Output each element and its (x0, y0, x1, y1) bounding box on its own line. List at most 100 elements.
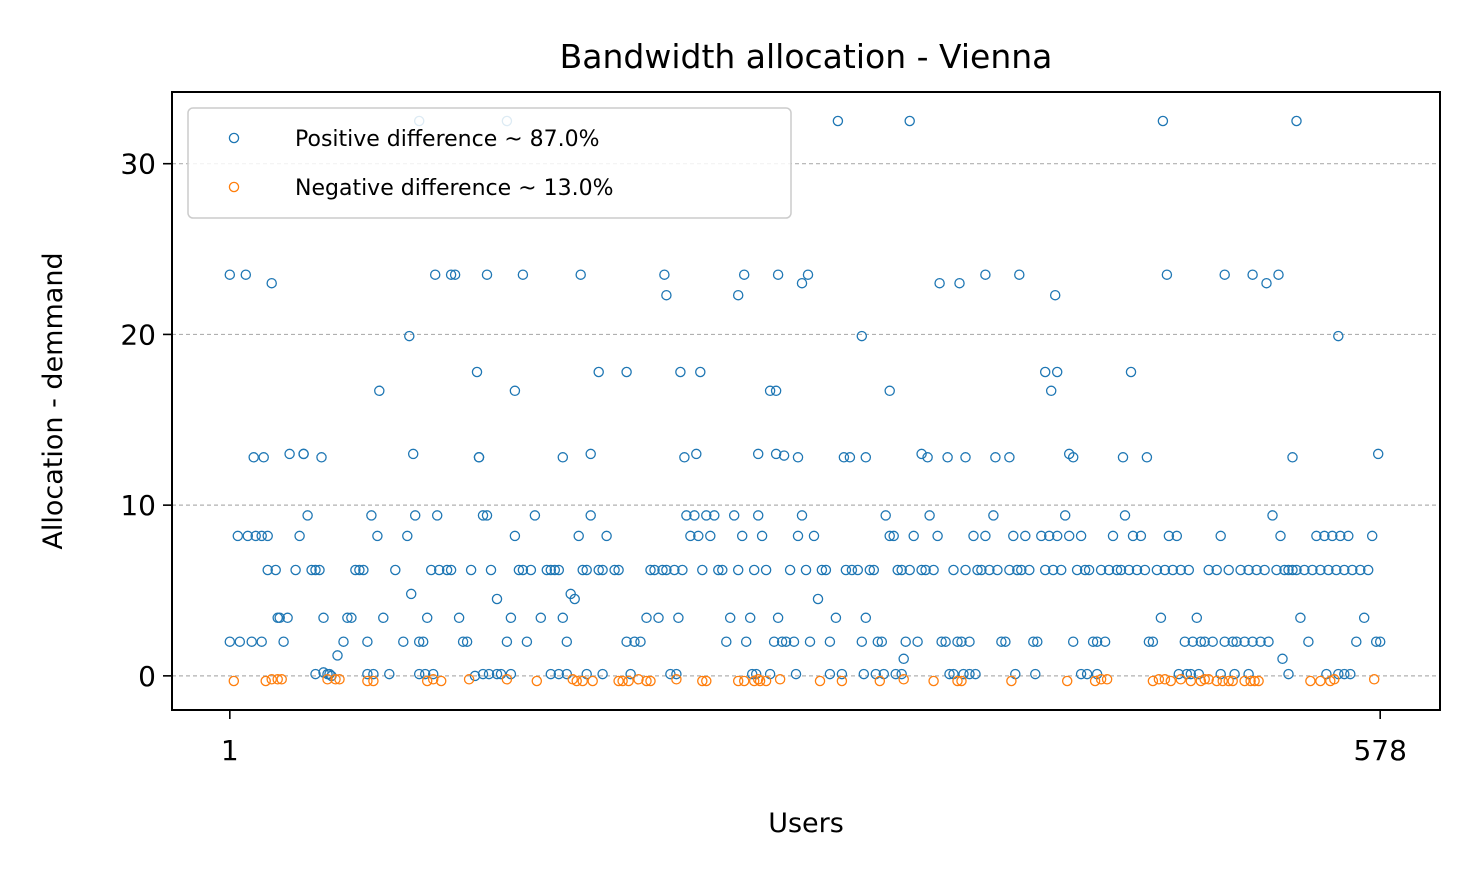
positive-point (294, 530, 305, 542)
positive-point (258, 452, 269, 463)
positive-point (1227, 636, 1238, 647)
positive-point (770, 448, 782, 460)
positive-point (1339, 564, 1350, 576)
positive-point (256, 530, 267, 542)
positive-point (1261, 277, 1272, 289)
positive-point (928, 564, 939, 576)
positive-point (234, 636, 246, 647)
positive-point (764, 668, 776, 680)
positive-point (880, 510, 891, 521)
positive-point (1339, 668, 1350, 680)
positive-point (1229, 668, 1240, 680)
positive-point (800, 564, 812, 576)
negative-point (427, 674, 439, 685)
positive-point (575, 269, 586, 280)
positive-point (972, 564, 983, 576)
positive-point (1372, 448, 1384, 460)
y-tick-label: 20 (120, 318, 156, 351)
positive-point (557, 612, 569, 624)
positive-point (661, 289, 672, 301)
positive-point (1185, 668, 1197, 680)
positive-point (601, 530, 612, 542)
positive-point (673, 612, 684, 624)
positive-point (1271, 564, 1282, 576)
negative-point (1095, 674, 1107, 685)
positive-point (461, 636, 473, 647)
positive-point (1207, 636, 1218, 647)
positive-point (709, 510, 720, 521)
positive-point (1323, 564, 1334, 576)
positive-point (958, 668, 969, 680)
negative-point (1203, 674, 1214, 685)
positive-point (1083, 564, 1095, 576)
positive-point (675, 366, 686, 378)
positive-point (232, 530, 244, 542)
positive-point (407, 448, 419, 460)
positive-point (796, 277, 808, 289)
negative-point (928, 675, 939, 687)
positive-point (1243, 564, 1254, 576)
positive-point (635, 636, 646, 647)
x-axis-label: Users (768, 808, 844, 839)
positive-point (569, 593, 580, 605)
negative-point (613, 675, 624, 687)
positive-point (1191, 612, 1203, 624)
positive-point (1219, 269, 1230, 280)
negative-point (1227, 675, 1238, 687)
positive-point (844, 452, 856, 463)
positive-point (884, 385, 895, 397)
positive-point (717, 564, 728, 576)
positive-point (445, 269, 457, 280)
negative-point (701, 675, 712, 687)
positive-point (593, 366, 604, 378)
positive-point (990, 452, 1001, 463)
positive-point (549, 564, 561, 576)
positive-point (695, 366, 706, 378)
positive-point (1010, 668, 1021, 680)
positive-point (649, 564, 660, 576)
positive-point (1045, 385, 1057, 397)
negative-point (571, 675, 582, 687)
positive-point (890, 668, 901, 680)
positive-point (1335, 530, 1346, 542)
positive-point (1333, 330, 1344, 342)
positive-point (481, 269, 493, 280)
negative-point (898, 674, 909, 685)
positive-point (597, 564, 608, 576)
positive-point (744, 612, 756, 624)
positive-point (659, 269, 670, 280)
positive-point (1000, 636, 1011, 647)
negative-point (623, 675, 634, 687)
negative-point (1239, 675, 1250, 687)
positive-point (262, 564, 273, 576)
negative-point (671, 674, 682, 685)
y-tick-label: 0 (138, 660, 156, 693)
positive-point (1091, 636, 1103, 647)
positive-point (778, 450, 790, 461)
positive-point (856, 330, 868, 342)
positive-point (689, 510, 700, 521)
positive-point (298, 448, 309, 460)
positive-point (1115, 564, 1127, 576)
positive-point (477, 510, 489, 521)
positive-point (553, 668, 565, 680)
positive-point (1032, 636, 1043, 647)
positive-point (1036, 530, 1047, 542)
positive-point (224, 636, 236, 647)
positive-point (1283, 668, 1294, 680)
negative-point (1061, 675, 1073, 687)
positive-point (625, 668, 636, 680)
positive-point (306, 564, 317, 576)
positive-point (1183, 564, 1195, 576)
positive-point (441, 564, 453, 576)
positive-point (477, 668, 489, 680)
positive-point (1008, 530, 1019, 542)
positive-point (1127, 530, 1139, 542)
negative-point (697, 675, 708, 687)
positive-point (509, 385, 521, 397)
positive-point (784, 564, 796, 576)
positive-point (830, 612, 842, 624)
negative-point (952, 675, 963, 687)
positive-point (1071, 564, 1083, 576)
positive-point (1081, 668, 1093, 680)
